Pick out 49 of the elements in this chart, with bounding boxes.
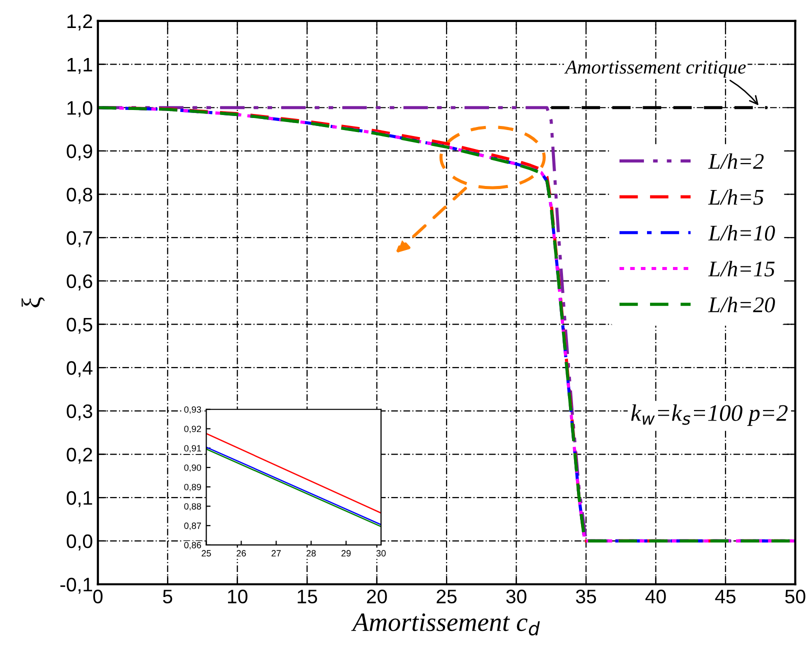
y-tick-label: 0,93 [184,406,202,414]
legend-label: L/h=5 [708,189,764,205]
x-tick-label: 15 [298,590,318,604]
x-tick-label: 30 [376,550,386,556]
x-tick-label: 40 [645,590,666,604]
y-tick-label: 0,3 [66,404,92,420]
legend-label: L/h=20 [708,296,775,312]
y-tick-label: 1,0 [67,101,92,118]
y-tick-label: 0,1 [66,491,92,508]
x-tick-label: 29 [342,550,351,556]
annotation: Amortissement critique [564,60,746,78]
y-tick-label: 0,2 [66,448,92,464]
x-tick-label: 25 [436,590,457,604]
x-tick-label: 5 [162,590,172,604]
y-tick-label: 0,92 [184,426,201,434]
y-tick-label: 1,1 [67,58,92,74]
y-tick-label: 0,86 [184,542,202,550]
x-tick-label: 20 [367,590,387,604]
y-tick-label: 0,5 [66,318,92,334]
x-tick-label: 25 [202,550,211,556]
x-tick-label: 45 [715,590,736,604]
y-tick-label: 0,9 [66,144,92,160]
y-axis-title: ξ [22,297,45,308]
y-tick-label: 0,8 [66,188,92,204]
y-tick-label: 0,7 [66,231,92,248]
line-series [98,106,796,542]
legend-label: L/h=2 [708,153,764,169]
y-tick-label: 0,0 [66,534,92,550]
x-axis-title: Amortissement c$_{d}$ [351,613,540,636]
y-tick-label: 0,6 [66,274,92,290]
legend-label: L/h=10 [708,225,775,241]
x-tick-label: 0 [93,590,103,604]
x-tick-label: 27 [272,550,281,556]
x-tick-label: 26 [236,550,246,556]
legend-label: L/h=15 [708,260,775,276]
x-tick-label: 35 [576,590,596,604]
y-tick-label: -0,1 [60,578,92,594]
x-tick-label: 50 [785,590,806,604]
y-tick-label: 1,2 [67,14,92,30]
x-tick-label: 10 [228,590,248,604]
y-tick-label: 0,88 [184,503,202,511]
y-tick-label: 0,90 [184,464,202,472]
x-tick-label: 28 [306,550,316,556]
x-tick-label: 30 [506,590,526,604]
y-tick-label: 0,89 [184,484,202,492]
y-tick-label: 0,4 [66,361,92,378]
annotation: k$_{w}$=k$_{s}$=100 p=2 [631,404,788,426]
y-tick-label: 0,87 [184,522,201,530]
y-tick-label: 0,91 [184,445,201,453]
